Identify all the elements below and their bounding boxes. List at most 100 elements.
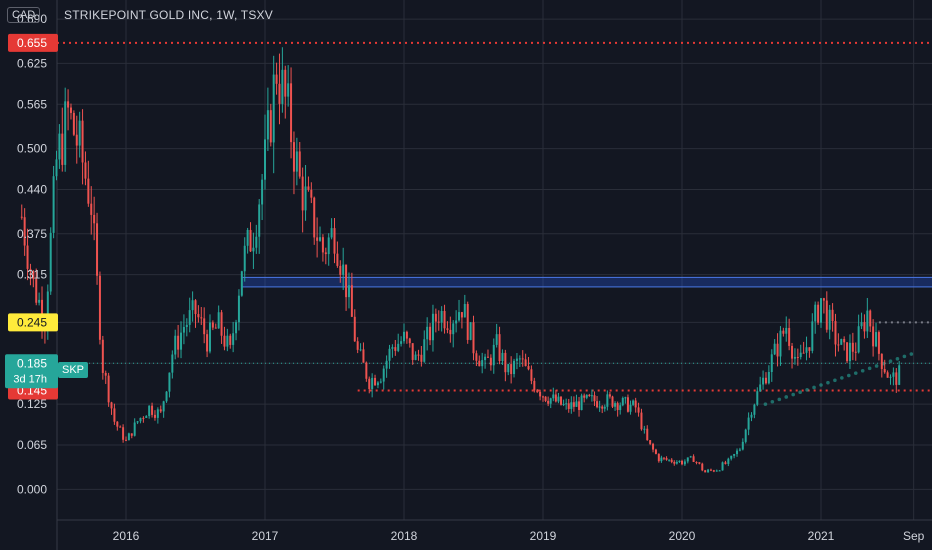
candle-body: [686, 457, 689, 462]
candle-body: [616, 403, 619, 411]
candle-body: [895, 372, 898, 385]
current-price-text: 0.185: [17, 356, 47, 370]
candle-body: [704, 470, 707, 473]
candle-body: [785, 327, 788, 334]
y-tick-label: 0.065: [17, 438, 47, 452]
candle-body: [165, 391, 168, 402]
candle-body: [678, 460, 681, 462]
candle-body: [116, 421, 119, 427]
candle-body: [848, 342, 851, 362]
candle-body: [365, 362, 368, 379]
candle-body: [145, 416, 148, 419]
candle-body: [601, 406, 604, 409]
candle-body: [258, 204, 261, 237]
trail-dot: [763, 402, 768, 406]
candle-body: [368, 378, 371, 389]
candlestick-series: [20, 47, 901, 473]
candle-body: [440, 310, 443, 323]
candle-body: [362, 349, 365, 363]
candle-body: [429, 326, 432, 341]
candle-body: [321, 237, 324, 253]
candle-body: [802, 352, 805, 354]
candle-body: [692, 456, 695, 462]
candle-body: [185, 324, 188, 327]
candle-body: [159, 409, 162, 412]
candle-body: [307, 186, 310, 190]
candle-body: [127, 433, 130, 441]
candle-body: [575, 401, 578, 407]
candle-body: [632, 400, 635, 405]
candle-body: [603, 406, 606, 409]
candle-body: [521, 358, 524, 360]
candle-body: [229, 335, 232, 345]
candle-body: [104, 372, 107, 376]
candle-body: [872, 326, 875, 347]
candle-body: [478, 360, 481, 367]
candle-body: [206, 334, 209, 352]
trail-dot: [819, 383, 823, 387]
candle-body: [319, 237, 322, 241]
candle-body: [423, 339, 426, 362]
candle-body: [675, 461, 678, 464]
candle-body: [87, 178, 90, 204]
y-tick-label: 0.000: [17, 482, 47, 496]
candle-body: [41, 299, 44, 325]
candle-body: [489, 357, 492, 366]
trail-dot: [777, 397, 782, 402]
candle-body: [886, 372, 889, 378]
candle-body: [811, 321, 814, 351]
candle-body: [767, 371, 770, 384]
candle-body: [756, 391, 759, 405]
support-trail-dots: [763, 352, 914, 406]
candle-body: [243, 245, 246, 272]
candle-body: [689, 456, 692, 458]
candle-body: [552, 394, 555, 399]
candle-body: [585, 394, 588, 398]
candle-body: [235, 322, 238, 334]
candle-body: [148, 405, 151, 417]
candle-body: [417, 354, 420, 356]
candle-body: [820, 298, 822, 323]
candle-body: [98, 275, 101, 340]
candle-body: [391, 347, 394, 349]
candle-body: [408, 338, 411, 344]
candle-body: [598, 406, 601, 408]
candle-body: [662, 457, 665, 459]
candle-body: [738, 449, 741, 451]
candle-body: [35, 279, 38, 303]
currency-badge[interactable]: CAD: [7, 7, 41, 23]
candle-body: [817, 304, 820, 323]
candle-body: [782, 330, 785, 334]
candle-body: [142, 417, 145, 419]
candle-body: [606, 394, 609, 407]
candle-body: [877, 332, 880, 354]
candle-body: [593, 395, 596, 402]
candle-body: [32, 271, 35, 280]
candle-body: [507, 364, 510, 373]
candle-body: [562, 403, 565, 405]
trail-dot: [902, 354, 907, 359]
candle-body: [565, 403, 568, 405]
candle-body: [498, 334, 501, 361]
candle-body: [72, 112, 75, 135]
candle-body: [764, 377, 767, 384]
candle-body: [808, 347, 811, 351]
candle-body: [223, 335, 226, 347]
candle-body: [707, 469, 710, 473]
candle-body: [668, 459, 671, 461]
candle-body: [770, 354, 773, 372]
candle-body: [539, 391, 542, 397]
candle-body: [646, 428, 649, 441]
candle-body: [356, 341, 359, 350]
trail-dot: [874, 364, 879, 368]
x-tick-label: 2016: [113, 529, 140, 543]
candle-body: [107, 375, 110, 403]
trail-dot: [847, 373, 851, 378]
candle-body: [831, 309, 834, 322]
y-tick-label: 0.315: [17, 268, 47, 282]
candle-body: [455, 320, 458, 324]
candle-body: [420, 354, 423, 362]
candle-body: [869, 310, 872, 327]
candle-body: [759, 384, 762, 392]
